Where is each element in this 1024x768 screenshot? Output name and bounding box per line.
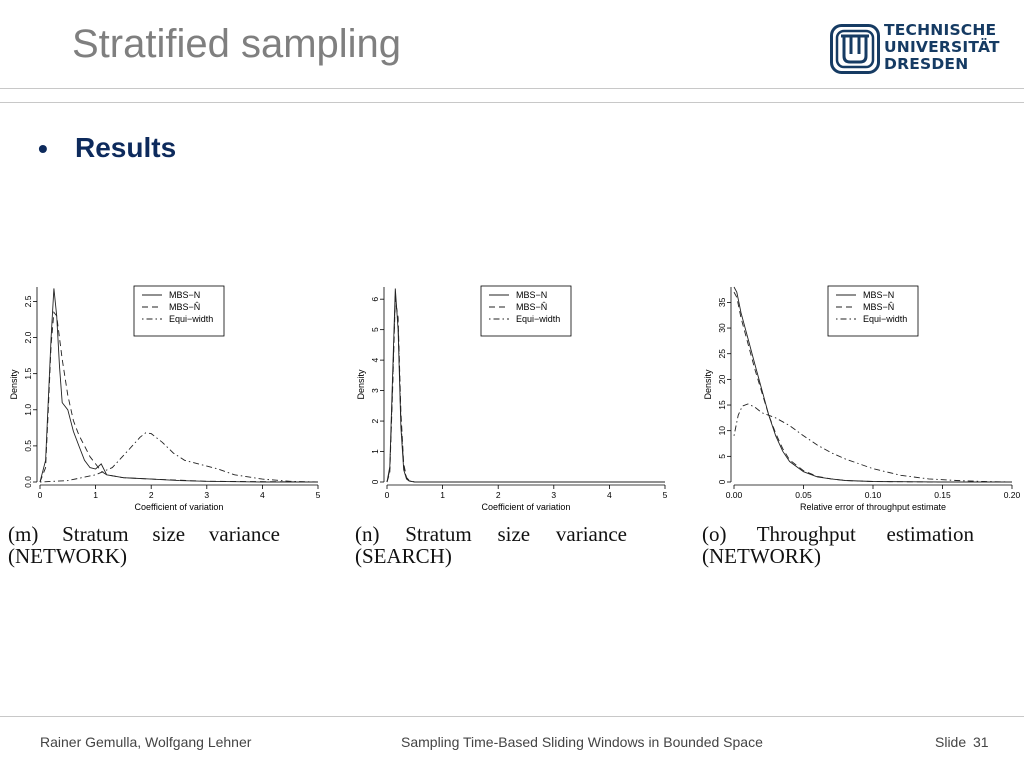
y-tick-label: 2.5 <box>23 295 33 307</box>
legend-label: MBS−N̂ <box>169 302 200 312</box>
series-line-solid <box>39 288 318 483</box>
x-tick-label: 0.05 <box>795 490 812 500</box>
bullet-marker: • <box>38 133 48 164</box>
footer-talk-title: Sampling Time-Based Sliding Windows in B… <box>401 734 763 750</box>
y-tick-label: 30 <box>717 323 727 333</box>
x-tick-label: 4 <box>260 490 265 500</box>
chart-stratum-size-search: 0 1 2 3 4 5 0 1 2 3 4 5 6 Coefficient of variation Den… <box>353 283 673 517</box>
y-axis-label: Density <box>356 369 366 400</box>
x-tick-label: 0.00 <box>726 490 743 500</box>
y-tick-label: 4 <box>370 357 380 362</box>
legend-label: MBS−N <box>169 290 200 300</box>
y-axis-label: Density <box>703 369 713 400</box>
footer-slide-number: 31 <box>973 734 989 750</box>
y-tick-label: 1 <box>370 449 380 454</box>
x-tick-label: 0.20 <box>1004 490 1020 500</box>
y-axis-label: Density <box>9 369 19 400</box>
density-plot-m: 0 1 2 3 4 5 0.0 0.5 1.0 1.5 2.0 2.5 Coefficient of v… <box>9 285 321 512</box>
caption-m: (m) Stratum size variance (NETWORK) <box>8 522 280 568</box>
footer-authors: Rainer Gemulla, Wolfgang Lehner <box>40 734 252 750</box>
chart-throughput-network: 0.00 0.05 0.10 0.15 0.20 0 5 10 15 20 25 30 35 Relati… <box>700 283 1020 517</box>
x-axis-label: Coefficient of variation <box>135 502 224 512</box>
density-plot-n: 0 1 2 3 4 5 0 1 2 3 4 5 6 Coefficient of variation Den… <box>356 285 668 512</box>
caption-o: (o) Throughput estimation (NETWORK) <box>702 522 974 568</box>
x-tick-label: 2 <box>496 490 501 500</box>
x-tick-label: 1 <box>93 490 98 500</box>
logo-line: TECHNISCHE <box>884 21 997 39</box>
x-axis-label: Coefficient of variation <box>482 502 571 512</box>
x-axis-label: Relative error of throughput estimate <box>800 502 946 512</box>
header-divider-bottom <box>0 102 1024 103</box>
x-tick-label: 1 <box>440 490 445 500</box>
x-tick-label: 3 <box>551 490 556 500</box>
series-line-dotdash <box>733 403 1013 483</box>
x-tick-label: 0 <box>38 490 43 500</box>
logo-wordmark: TECHNISCHE UNIVERSITÄT DRESDEN <box>884 22 1000 73</box>
y-tick-label: 0 <box>370 479 380 484</box>
slide-title: Stratified sampling <box>72 22 402 66</box>
y-tick-label: 20 <box>717 374 727 384</box>
y-tick-label: 0.0 <box>23 476 33 488</box>
x-tick-label: 0.10 <box>865 490 882 500</box>
chart-stratum-size-network: 0 1 2 3 4 5 0.0 0.5 1.0 1.5 2.0 2.5 Coefficient of v… <box>6 283 326 517</box>
y-tick-label: 10 <box>717 426 727 436</box>
x-tick-label: 0 <box>385 490 390 500</box>
x-tick-label: 5 <box>316 490 321 500</box>
legend-box <box>827 285 919 337</box>
caption-n: (n) Stratum size variance (SEARCH) <box>355 522 627 568</box>
bullet-text: Results <box>75 132 177 163</box>
y-tick-label: 1.0 <box>23 404 33 416</box>
x-tick-label: 2 <box>149 490 154 500</box>
density-plot-o: 0.00 0.05 0.10 0.15 0.20 0 5 10 15 20 25 30 35 Relati… <box>703 285 1020 512</box>
y-tick-label: 5 <box>717 454 727 459</box>
y-tick-label: 1.5 <box>23 367 33 379</box>
legend-label: MBS−N <box>863 290 894 300</box>
y-tick-label: 0 <box>717 479 727 484</box>
x-tick-label: 3 <box>204 490 209 500</box>
y-tick-label: 6 <box>370 297 380 302</box>
x-tick-label: 0.15 <box>934 490 951 500</box>
y-tick-label: 2.0 <box>23 331 33 343</box>
footer-divider <box>0 716 1024 717</box>
legend-label: MBS−N̂ <box>863 302 894 312</box>
legend-label: MBS−N̂ <box>516 302 547 312</box>
y-tick-label: 3 <box>370 388 380 393</box>
x-tick-label: 4 <box>607 490 612 500</box>
header-divider-top <box>0 88 1024 89</box>
series-line-dashed <box>386 299 665 483</box>
university-seal-icon <box>830 24 880 74</box>
logo-line: UNIVERSITÄT <box>884 38 1000 56</box>
legend-label: Equi−width <box>863 314 907 324</box>
y-tick-label: 25 <box>717 349 727 359</box>
tu-dresden-logo: TECHNISCHE UNIVERSITÄT DRESDEN <box>828 22 1000 76</box>
legend-label: Equi−width <box>516 314 560 324</box>
y-tick-label: 35 <box>717 297 727 307</box>
y-tick-label: 15 <box>717 400 727 410</box>
legend-label: Equi−width <box>169 314 213 324</box>
logo-line: DRESDEN <box>884 55 969 73</box>
y-tick-label: 2 <box>370 418 380 423</box>
footer-slide-label: Slide <box>935 734 967 750</box>
series-line-dashed <box>39 311 319 483</box>
y-tick-label: 0.5 <box>23 440 33 452</box>
legend-box <box>133 285 225 337</box>
legend-box <box>480 285 572 337</box>
series-line-dashed <box>733 291 1012 483</box>
series-line-dotdash <box>386 296 665 483</box>
y-tick-label: 5 <box>370 327 380 332</box>
legend-label: MBS−N <box>516 290 547 300</box>
x-tick-label: 5 <box>663 490 668 500</box>
